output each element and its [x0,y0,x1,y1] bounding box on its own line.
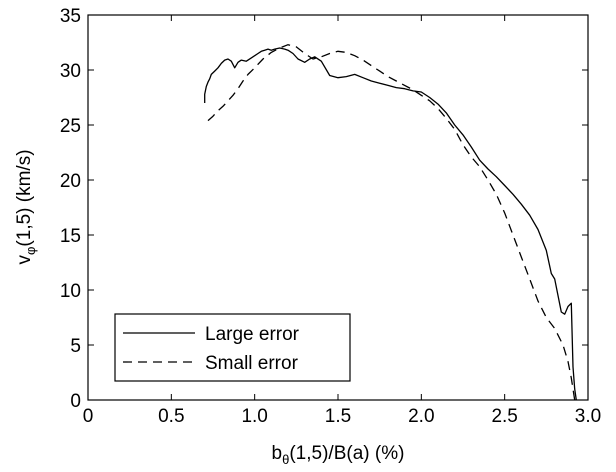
series-line-small-error [207,44,576,401]
x-tick-label: 0.5 [158,406,184,427]
x-tick-label: 2.5 [491,406,517,427]
legend-label-small-error: Small error [205,353,299,374]
y-axis-label: vφ(1,5) (km/s) [14,149,38,264]
x-tick-label: 2.0 [408,406,434,427]
y-tick-label: 10 [60,281,81,302]
y-tick-label: 15 [60,226,81,247]
x-tick-label: 1.5 [325,406,351,427]
y-tick-label: 35 [60,6,81,27]
y-tick-label: 20 [60,171,81,192]
y-tick-label: 25 [60,116,81,137]
axis-ticks: 0 0.5 1.0 1.5 2.0 2.5 3.0 0 5 10 15 20 25 30 35 [60,6,601,427]
legend-box [114,313,351,382]
series-lines [204,44,577,401]
x-tick-label: 1.0 [241,406,267,427]
y-tick-label: 0 [70,391,81,412]
y-tick-label: 5 [70,336,81,357]
x-tick-label: 3.0 [575,406,601,427]
legend: Large error Small error [114,313,351,382]
y-tick-label: 30 [60,61,81,82]
legend-label-large-error: Large error [205,324,300,345]
x-tick-label: 0 [83,406,94,427]
series-line-large-error [204,47,577,401]
x-axis-label: bθ(1,5)/B(a) (%) [272,443,405,467]
